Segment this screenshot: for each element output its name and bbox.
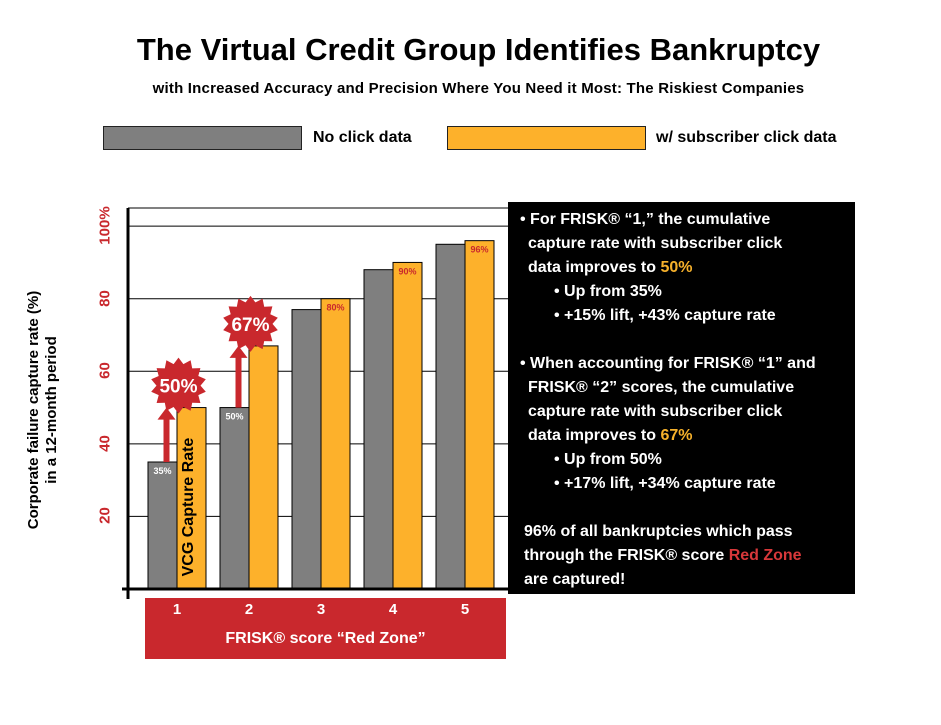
info-line-12-part-0: through the FRISK® score xyxy=(524,547,729,564)
x-tick-label-5: 5 xyxy=(460,601,470,618)
info-line-12: through the FRISK® score Red Zone xyxy=(524,544,802,568)
info-line-8-part-0: data improves to xyxy=(528,427,661,444)
bar-no-click-1 xyxy=(147,461,178,590)
red-zone-band: 1 2 3 4 5 FRISK® score “Red Zone” xyxy=(145,598,506,659)
bar-no-click-4 xyxy=(363,269,394,590)
info-line-4: • +15% lift, +43% capture rate xyxy=(554,304,776,328)
bar-with-click-4 xyxy=(392,261,423,590)
x-tick-label-3: 3 xyxy=(316,601,326,618)
data-label-with-click-4: 90% xyxy=(398,266,416,276)
info-line-7-part-0: capture rate with subscriber click xyxy=(528,403,783,420)
starburst-label-2: 67% xyxy=(231,315,269,336)
info-line-13-part-0: are captured! xyxy=(524,571,626,588)
info-line-6-part-0: FRISK® “2” scores, the cumulative xyxy=(528,379,795,396)
info-line-9: • Up from 50% xyxy=(554,448,662,472)
info-line-3-part-0: • Up from 35% xyxy=(554,283,662,300)
info-line-10: • +17% lift, +34% capture rate xyxy=(554,472,776,496)
info-line-2-part-1: 50% xyxy=(660,259,693,276)
legend-label-with-click: w/ subscriber click data xyxy=(656,129,837,146)
bar-with-click-5 xyxy=(464,240,495,590)
starburst-1 xyxy=(151,357,206,414)
info-line-8-part-1: 67% xyxy=(660,427,693,444)
legend-swatch-with-click xyxy=(447,126,646,150)
info-line-1-part-0: capture rate with subscriber click xyxy=(528,235,783,252)
info-line-8: data improves to 67% xyxy=(528,424,693,448)
info-line-11-part-0: 96% of all bankruptcies which pass xyxy=(524,523,793,540)
bar-no-click-2 xyxy=(219,407,250,590)
x-axis-label: FRISK® score “Red Zone” xyxy=(225,630,426,647)
info-line-7: capture rate with subscriber click xyxy=(528,400,782,424)
bar-with-click-2 xyxy=(248,345,279,590)
info-line-10-part-0: • +17% lift, +34% capture rate xyxy=(554,475,776,492)
info-line-0-part-0: • For FRISK® “1,” the cumulative xyxy=(520,211,771,228)
bar-with-click-1 xyxy=(176,407,207,590)
info-line-9-part-0: • Up from 50% xyxy=(554,451,662,468)
starburst-label-1: 50% xyxy=(159,377,197,398)
info-line-3: • Up from 35% xyxy=(554,280,662,304)
data-label-with-click-5: 96% xyxy=(470,245,488,255)
starburst-2 xyxy=(223,295,278,352)
data-label-no-click-2: 50% xyxy=(225,412,243,422)
x-tick-label-1: 1 xyxy=(172,601,182,618)
info-line-4-part-0: • +15% lift, +43% capture rate xyxy=(554,307,776,324)
x-tick-label-2: 2 xyxy=(244,601,254,618)
info-line-0: • For FRISK® “1,” the cumulative xyxy=(520,208,770,232)
info-line-11: 96% of all bankruptcies which pass xyxy=(524,520,793,544)
info-line-6: FRISK® “2” scores, the cumulative xyxy=(528,376,794,400)
chart-title: The Virtual Credit Group Identifies Bank… xyxy=(136,32,821,67)
bar-with-click-3 xyxy=(320,298,351,590)
info-line-13: are captured! xyxy=(524,568,625,592)
info-line-2-part-0: data improves to xyxy=(528,259,661,276)
legend-swatch-no-click xyxy=(103,126,302,150)
info-line-1: capture rate with subscriber click xyxy=(528,232,782,256)
chart-subtitle: with Increased Accuracy and Precision Wh… xyxy=(152,80,805,97)
info-panel: • For FRISK® “1,” the cumulative capture … xyxy=(508,202,855,594)
arrow-head-1 xyxy=(157,407,176,420)
vcg-capture-rate-label: VCG Capture Rate xyxy=(180,437,197,577)
info-line-5: • When accounting for FRISK® “1” and xyxy=(520,352,816,376)
data-label-with-click-3: 80% xyxy=(326,303,344,313)
legend-label-no-click: No click data xyxy=(313,129,412,146)
bar-no-click-3 xyxy=(291,309,322,590)
data-label-no-click-1: 35% xyxy=(153,466,171,476)
info-line-2: data improves to 50% xyxy=(528,256,693,280)
x-tick-label-4: 4 xyxy=(388,601,398,618)
bar-no-click-5 xyxy=(435,243,466,590)
info-line-12-part-1: Red Zone xyxy=(728,547,802,564)
arrow-head-2 xyxy=(229,345,248,358)
info-line-5-part-0: • When accounting for FRISK® “1” and xyxy=(520,355,816,372)
